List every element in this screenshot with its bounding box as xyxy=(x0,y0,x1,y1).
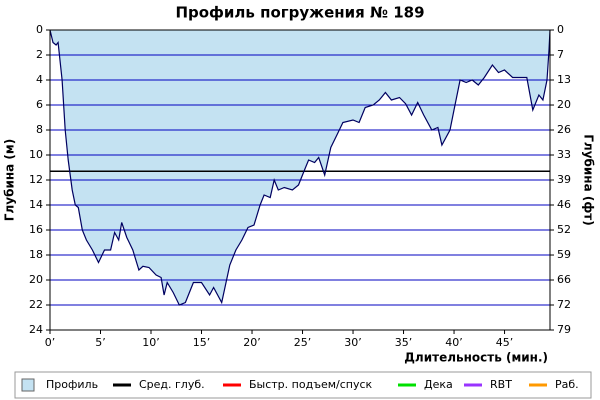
y2-tick-label: 39 xyxy=(557,173,571,186)
x-tick-label: 35’ xyxy=(395,336,413,349)
y2-tick-label: 20 xyxy=(557,98,571,111)
y-tick-label: 8 xyxy=(36,123,43,136)
y-tick-label: 18 xyxy=(29,248,43,261)
y2-tick-label: 59 xyxy=(557,248,571,261)
y2-tick-label: 26 xyxy=(557,123,571,136)
x-tick-label: 40’ xyxy=(445,336,463,349)
y2-tick-label: 46 xyxy=(557,198,571,211)
y2-tick-label: 52 xyxy=(557,223,571,236)
x-tick-label: 25’ xyxy=(294,336,312,349)
y2-tick-label: 33 xyxy=(557,148,571,161)
y-tick-label: 12 xyxy=(29,173,43,186)
x-axis-title: Длительность (мин.) xyxy=(404,351,548,365)
y2-tick-label: 66 xyxy=(557,273,571,286)
x-tick-label: 45’ xyxy=(496,336,514,349)
profile-line xyxy=(49,29,551,306)
y2-tick-label: 7 xyxy=(557,48,564,61)
x-tick-label: 5’ xyxy=(95,336,106,349)
legend-label: Профиль xyxy=(46,378,98,391)
y-tick-label: 20 xyxy=(29,273,43,286)
y-tick-label: 4 xyxy=(36,73,43,86)
y2-tick-label: 72 xyxy=(557,298,571,311)
legend-swatch xyxy=(21,378,35,392)
legend-box xyxy=(14,371,592,399)
x-tick-label: 10’ xyxy=(142,336,160,349)
y-tick-label: 22 xyxy=(29,298,43,311)
x-tick-label: 0’ xyxy=(45,336,56,349)
legend-label: RBT xyxy=(490,378,512,391)
y2-tick-label: 13 xyxy=(557,73,571,86)
y-tick-label: 6 xyxy=(36,98,43,111)
y-tick-label: 14 xyxy=(29,198,43,211)
y-axis-title: Глубина (м) xyxy=(3,139,17,221)
y2-tick-label: 0 xyxy=(557,23,564,36)
legend-label: Дека xyxy=(424,378,453,391)
legend-label: Сред. глуб. xyxy=(139,378,205,391)
y-tick-label: 10 xyxy=(29,148,43,161)
y-tick-label: 16 xyxy=(29,223,43,236)
y-tick-label: 2 xyxy=(36,48,43,61)
y-tick-label: 0 xyxy=(36,23,43,36)
chart-title: Профиль погружения № 189 xyxy=(175,4,424,22)
x-tick-label: 30’ xyxy=(344,336,362,349)
legend-label: Быстр. подъем/спуск xyxy=(249,378,373,391)
profile-area xyxy=(50,30,550,305)
y-tick-label: 24 xyxy=(29,323,43,336)
y2-tick-label: 79 xyxy=(557,323,571,336)
x-tick-label: 20’ xyxy=(243,336,261,349)
legend-label: Раб. xyxy=(555,378,579,391)
y2-axis-title: Глубина (фт) xyxy=(582,134,596,225)
x-tick-label: 15’ xyxy=(193,336,211,349)
